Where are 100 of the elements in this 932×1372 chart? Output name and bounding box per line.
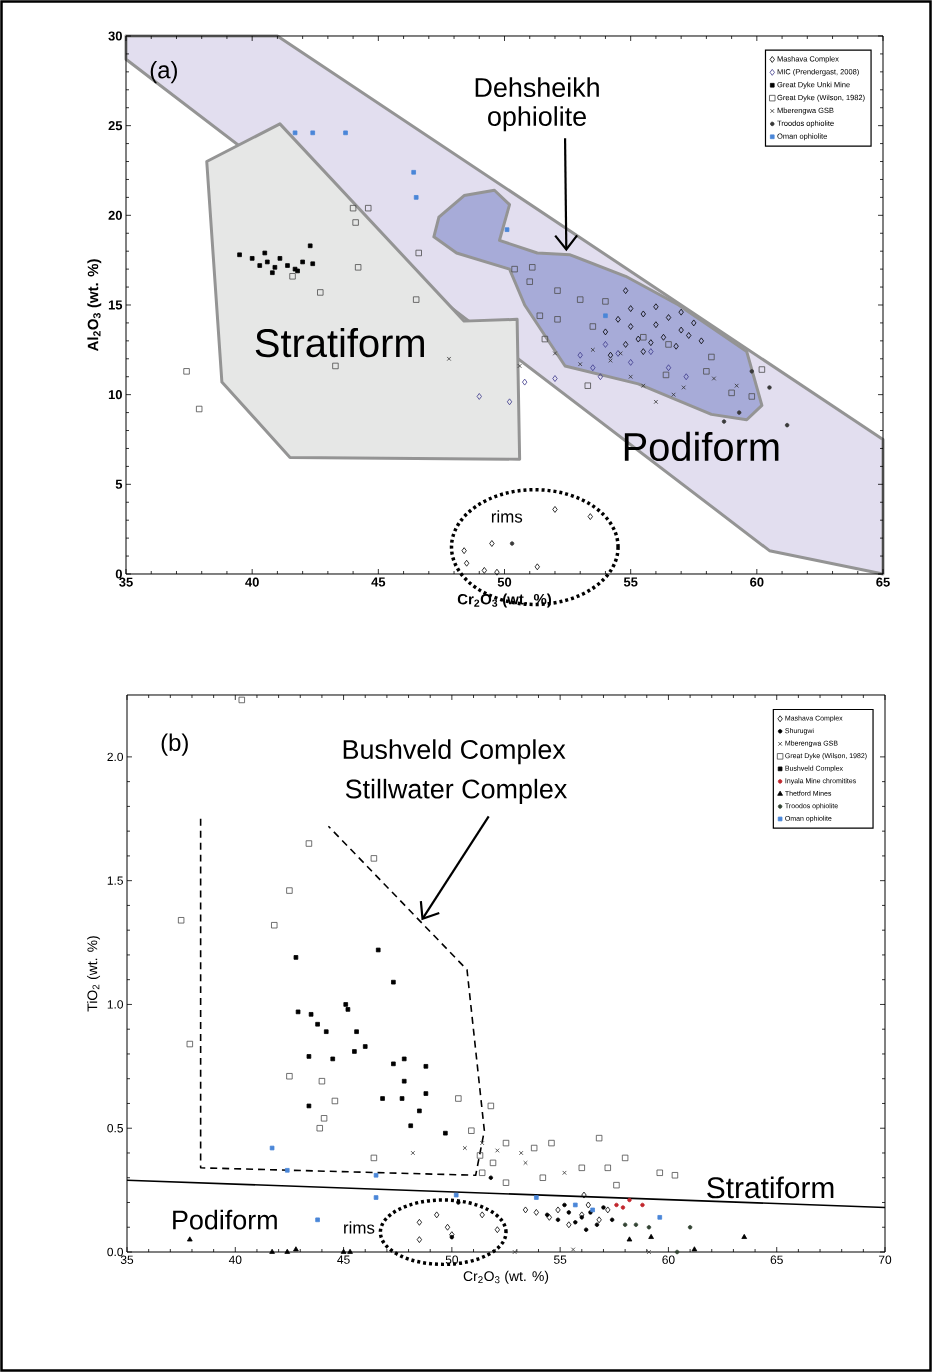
point <box>711 376 717 381</box>
y-tick-label: 10 <box>108 390 122 400</box>
point <box>373 1195 379 1200</box>
point <box>462 1145 468 1151</box>
point <box>758 366 766 373</box>
x-tick-label: 45 <box>371 577 386 587</box>
point <box>534 1195 539 1200</box>
point <box>401 1056 407 1062</box>
x-tick-label: 55 <box>623 577 638 587</box>
point <box>305 840 313 847</box>
point <box>529 264 536 271</box>
x-tick-label: 35 <box>119 577 133 587</box>
point <box>562 1170 567 1176</box>
x-tick-label: 45 <box>337 1255 350 1264</box>
point <box>526 278 533 285</box>
point <box>736 410 742 415</box>
point <box>587 513 593 520</box>
point <box>703 368 710 375</box>
point <box>604 1164 611 1172</box>
point <box>566 1210 572 1215</box>
point <box>728 389 735 397</box>
point <box>423 1091 429 1096</box>
point <box>518 1150 524 1156</box>
point <box>633 1222 639 1227</box>
point <box>615 315 621 323</box>
point <box>674 1249 680 1255</box>
point <box>330 1056 336 1062</box>
point <box>277 256 283 261</box>
point <box>530 1144 538 1152</box>
x-tick-label: 65 <box>876 577 890 587</box>
point <box>534 563 540 571</box>
point <box>506 398 513 406</box>
point <box>401 1078 407 1084</box>
point <box>635 335 641 343</box>
point <box>489 540 495 547</box>
point <box>555 1217 561 1223</box>
x-axis-title: Cr$_{2}$O$_{3}$ (wt. %) <box>463 1270 549 1284</box>
point <box>411 169 416 175</box>
x-tick-label: 55 <box>553 1255 567 1264</box>
point <box>446 356 452 362</box>
point <box>331 1097 339 1105</box>
point <box>648 339 654 347</box>
point <box>721 419 727 424</box>
point <box>628 323 634 330</box>
point <box>653 399 659 405</box>
point <box>343 1002 349 1007</box>
point <box>286 1073 293 1080</box>
point <box>269 1145 275 1151</box>
point <box>523 1160 528 1166</box>
point <box>552 506 558 513</box>
point <box>249 256 255 261</box>
point <box>391 1061 396 1067</box>
point <box>494 1226 500 1234</box>
point <box>413 195 419 200</box>
point <box>417 1108 422 1114</box>
point <box>509 541 515 546</box>
point <box>590 347 596 353</box>
point <box>349 204 357 212</box>
point <box>573 1220 578 1225</box>
point <box>186 1040 193 1048</box>
point <box>323 1029 329 1034</box>
point <box>265 259 270 265</box>
point <box>488 1175 494 1180</box>
point <box>671 1172 679 1179</box>
point <box>555 1206 561 1214</box>
point <box>626 1236 633 1242</box>
point <box>315 1021 320 1027</box>
point <box>237 252 242 258</box>
point <box>399 1096 405 1101</box>
point <box>622 1222 628 1227</box>
point <box>461 547 467 555</box>
point <box>186 1236 193 1242</box>
point <box>476 1152 484 1159</box>
point <box>585 1201 591 1209</box>
point <box>308 1012 314 1017</box>
point <box>614 1202 619 1208</box>
point <box>640 310 646 318</box>
point <box>552 375 558 382</box>
point <box>665 314 672 321</box>
point <box>177 917 185 924</box>
point <box>681 385 686 390</box>
point <box>522 1206 529 1214</box>
point <box>646 1225 652 1230</box>
point <box>678 326 684 334</box>
point <box>741 1233 748 1239</box>
point <box>597 373 604 381</box>
y-tick-label: 5 <box>115 479 123 489</box>
point <box>601 1205 606 1210</box>
point <box>662 371 670 379</box>
point <box>478 1169 486 1176</box>
point <box>683 373 689 381</box>
point <box>552 351 558 356</box>
x-tick-label: 65 <box>770 1255 783 1264</box>
annotation: Stratiform <box>255 328 424 358</box>
point <box>271 922 278 929</box>
y-axis-title: Al$_{2}$O$_{3}$ (wt. %) <box>87 259 102 352</box>
point <box>577 351 583 359</box>
point <box>628 358 634 366</box>
x-tick-label: 35 <box>120 1255 134 1264</box>
point <box>653 303 659 311</box>
